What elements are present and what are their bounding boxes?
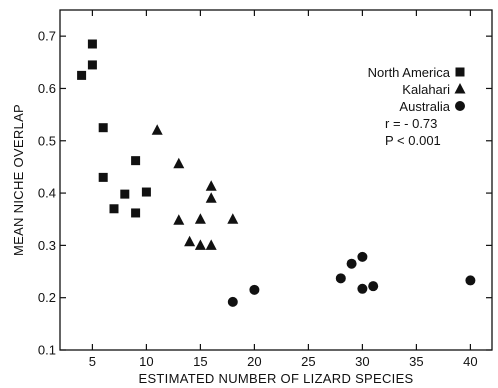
y-tick-label: 0.2	[38, 290, 56, 305]
legend-label-kalahari: Kalahari	[402, 82, 450, 97]
data-point-north-america	[87, 60, 97, 70]
data-point-kalahari	[173, 157, 185, 169]
legend-label-australia: Australia	[399, 99, 450, 114]
data-point-kalahari	[151, 124, 163, 135]
data-point-kalahari	[194, 239, 206, 250]
y-axis-title: MEAN NICHE OVERLAP	[11, 104, 26, 256]
data-point-north-america	[98, 123, 108, 133]
x-tick-label: 40	[463, 354, 477, 369]
legend-markers	[454, 67, 466, 111]
data-point-north-america	[109, 204, 119, 214]
data-point-north-america	[98, 172, 108, 182]
y-tick-label: 0.1	[38, 343, 56, 358]
data-point-north-america	[141, 187, 151, 197]
x-tick-label: 25	[301, 354, 315, 369]
x-tick-label: 15	[193, 354, 207, 369]
legend-label-north-america: North America	[368, 65, 451, 80]
data-point-kalahari	[205, 239, 217, 250]
x-axis: 5 10 15 20 25 30 35 40	[89, 10, 478, 369]
legend-marker-australia	[455, 101, 465, 111]
x-tick-label: 10	[139, 354, 153, 369]
data-point-australia	[249, 284, 260, 295]
data-point-australia	[335, 273, 346, 284]
y-tick-label: 0.5	[38, 133, 56, 148]
p-value-annotation: P < 0.001	[385, 133, 441, 148]
data-point-kalahari	[194, 213, 206, 224]
x-axis-title: ESTIMATED NUMBER OF LIZARD SPECIES	[138, 371, 413, 386]
data-point-north-america	[77, 70, 87, 80]
data-point-kalahari	[173, 214, 185, 225]
x-tick-label: 35	[409, 354, 423, 369]
data-point-australia	[368, 281, 379, 292]
data-point-kalahari	[227, 213, 239, 224]
y-tick-label: 0.6	[38, 81, 56, 96]
data-point-north-america	[131, 208, 141, 218]
x-tick-label: 20	[247, 354, 261, 369]
data-point-kalahari	[205, 192, 217, 203]
data-point-north-america	[87, 39, 97, 49]
y-tick-label: 0.7	[38, 29, 56, 44]
data-point-north-america	[131, 156, 141, 166]
data-point-australia	[357, 251, 368, 262]
data-point-australia	[357, 283, 368, 294]
legend: North America Kalahari Australia r = - 0…	[368, 65, 466, 148]
y-tick-label: 0.3	[38, 238, 56, 253]
data-point-australia	[227, 296, 238, 307]
data-point-kalahari	[184, 235, 196, 247]
data-point-kalahari	[205, 180, 217, 191]
data-points	[77, 39, 476, 307]
plot-frame	[59, 9, 493, 351]
data-point-australia	[465, 275, 476, 286]
plot-area-border	[59, 9, 493, 351]
correlation-annotation: r = - 0.73	[385, 116, 437, 131]
data-point-australia	[346, 258, 357, 269]
legend-marker-north-america	[455, 67, 465, 77]
legend-marker-kalahari	[454, 83, 466, 94]
x-tick-label: 30	[355, 354, 369, 369]
y-tick-label: 0.4	[38, 186, 56, 201]
data-point-north-america	[120, 189, 130, 199]
x-tick-label: 5	[89, 354, 96, 369]
y-axis: 0.1 0.2 0.3 0.4 0.5 0.6 0.7	[38, 29, 492, 358]
